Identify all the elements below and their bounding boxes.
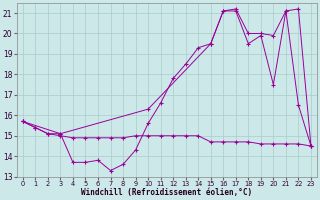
- X-axis label: Windchill (Refroidissement éolien,°C): Windchill (Refroidissement éolien,°C): [81, 188, 252, 197]
